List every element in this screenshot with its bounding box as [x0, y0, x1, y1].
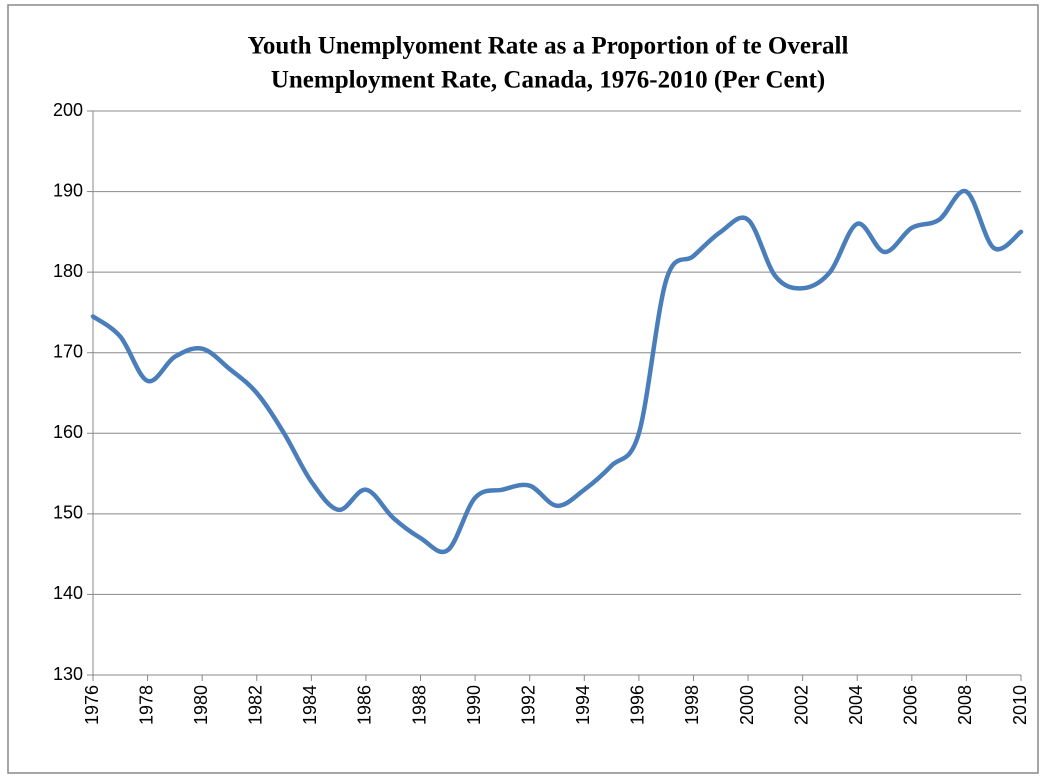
x-tick-label: 2006	[901, 685, 921, 725]
y-tick-label: 150	[53, 503, 83, 523]
y-tick-label: 160	[53, 422, 83, 442]
x-tick-label: 1992	[518, 685, 538, 725]
y-tick-label: 190	[53, 180, 83, 200]
x-tick-label: 1986	[355, 685, 375, 725]
x-tick-label: 1982	[246, 685, 266, 725]
x-tick-label: 2004	[846, 685, 866, 725]
x-tick-label: 1996	[628, 685, 648, 725]
x-tick-label: 1988	[409, 685, 429, 725]
x-tick-label: 2008	[955, 685, 975, 725]
x-tick-label: 1976	[82, 685, 102, 725]
x-tick-label: 1984	[300, 685, 320, 725]
x-tick-label: 1980	[191, 685, 211, 725]
x-tick-label: 2010	[1010, 685, 1030, 725]
x-tick-label: 1978	[136, 685, 156, 725]
x-tick-label: 2000	[737, 685, 757, 725]
y-tick-label: 170	[53, 341, 83, 361]
y-tick-label: 180	[53, 261, 83, 281]
y-tick-label: 200	[53, 100, 83, 120]
chart-title: Youth Unemplyoment Rate as a Proportion …	[248, 33, 849, 60]
x-tick-label: 1998	[682, 685, 702, 725]
y-tick-label: 130	[53, 664, 83, 684]
chart-title: Unemployment Rate, Canada, 1976-2010 (Pe…	[271, 67, 825, 94]
chart-frame	[7, 4, 1039, 774]
x-tick-label: 1990	[464, 685, 484, 725]
x-tick-label: 1994	[573, 685, 593, 725]
data-line	[90, 188, 1024, 555]
x-tick-label: 2002	[791, 685, 811, 725]
y-tick-label: 140	[53, 583, 83, 603]
